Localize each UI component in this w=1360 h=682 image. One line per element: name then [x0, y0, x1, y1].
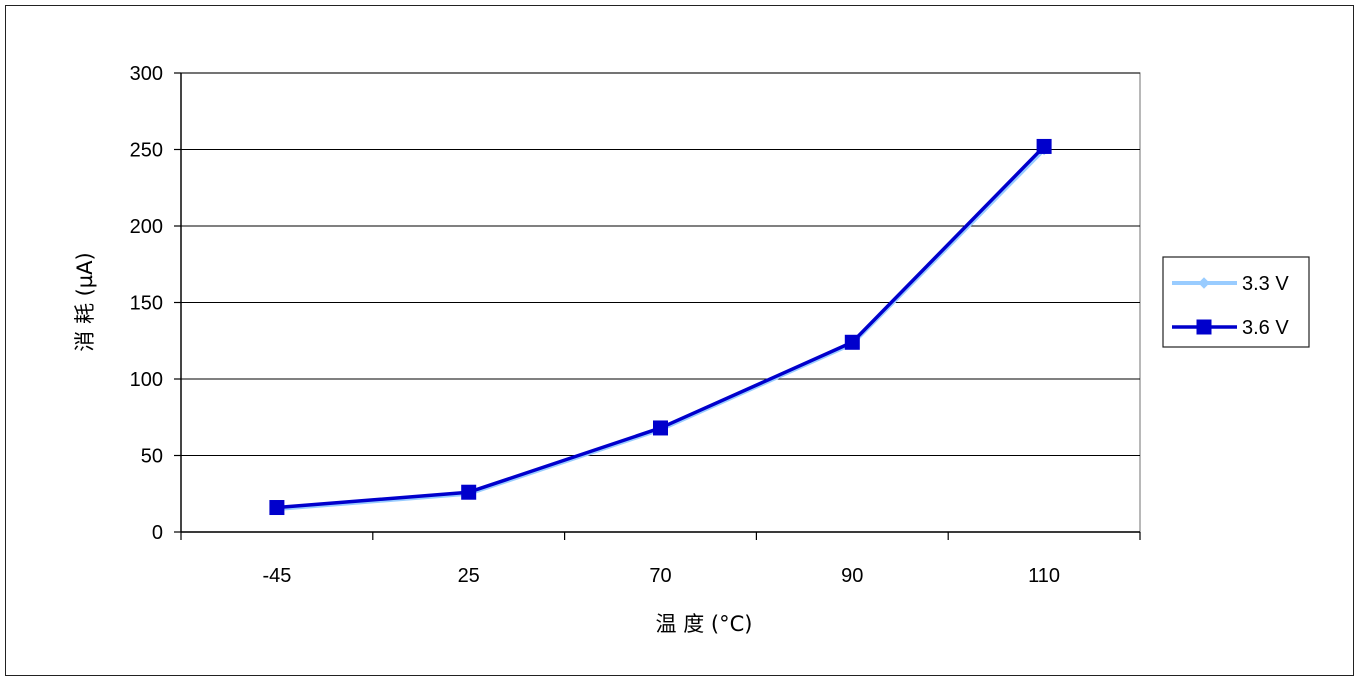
- data-point: [653, 420, 668, 436]
- data-point: [269, 500, 285, 516]
- x-tick-labels: -45 25 70 90 110: [262, 565, 1060, 587]
- x-axis-title: 温 度 (°C): [656, 612, 753, 636]
- legend-item: 3.3 V: [1172, 273, 1289, 295]
- axes: [174, 72, 1141, 540]
- y-axis-title: 消 耗 (µA): [73, 252, 97, 351]
- y-tick-label: 300: [130, 63, 163, 85]
- legend-swatch-marker: [1198, 277, 1210, 289]
- legend-box: [1162, 256, 1310, 348]
- gridlines: [180, 72, 1141, 533]
- series: [269, 138, 1052, 516]
- series-line: [276, 145, 1046, 510]
- legend-label: 3.3 V: [1242, 273, 1289, 295]
- y-tick-labels: 0 50 100 150 200 250 300: [130, 63, 163, 544]
- x-tick-label: -45: [262, 565, 291, 587]
- legend-label: 3.6 V: [1242, 317, 1289, 339]
- data-point: [844, 334, 860, 350]
- legend: 3.3 V 3.6 V: [1162, 256, 1310, 348]
- series-2: [269, 138, 1052, 516]
- data-point: [461, 484, 477, 500]
- data-point: [1036, 138, 1052, 154]
- chart-frame: [5, 5, 1354, 676]
- y-tick-label: 250: [130, 140, 163, 162]
- y-tick-label: 50: [141, 446, 163, 468]
- series-1: [271, 143, 1050, 515]
- y-tick-label: 150: [130, 293, 163, 315]
- y-tick-label: 100: [130, 369, 163, 391]
- x-tick-label: 25: [458, 565, 480, 587]
- x-tick-label: 70: [649, 565, 671, 587]
- x-tick-label: 110: [1028, 565, 1060, 587]
- x-tick-label: 90: [841, 565, 863, 587]
- y-tick-label: 200: [130, 216, 163, 238]
- y-tick-label: 0: [152, 522, 163, 544]
- legend-item: 3.6 V: [1172, 317, 1289, 339]
- legend-swatch-marker: [1196, 319, 1212, 335]
